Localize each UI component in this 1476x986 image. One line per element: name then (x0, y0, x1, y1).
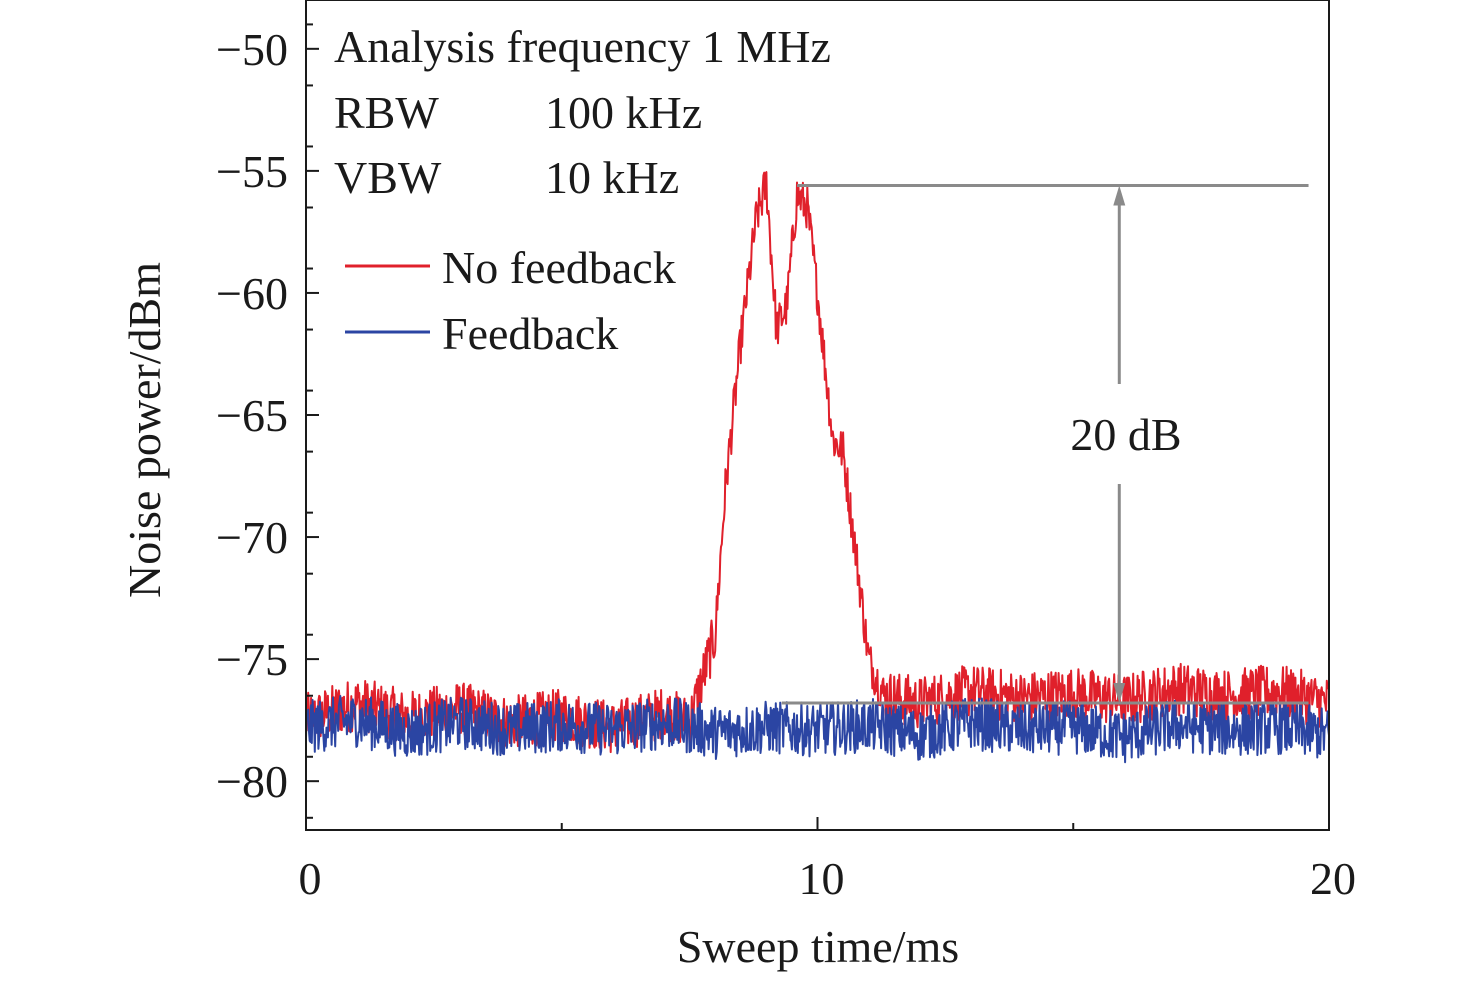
y-axis-label: Noise power/dBm (119, 262, 170, 598)
y-tick-label: −65 (216, 390, 288, 441)
annotation-layer: 20 dB (781, 184, 1309, 705)
y-tick-label: −60 (216, 268, 288, 319)
x-axis-label: Sweep time/ms (677, 921, 959, 972)
y-tick-label: −55 (216, 146, 288, 197)
rbw-value: 100 kHz (545, 87, 702, 138)
series-line-feedback (305, 695, 1330, 764)
series-layer (305, 171, 1330, 764)
difference-label: 20 dB (1070, 409, 1181, 460)
y-tick-label: −50 (216, 24, 288, 75)
legend: No feedback Feedback (345, 242, 676, 359)
x-tick-label: 10 (799, 853, 845, 904)
legend-label-no-feedback: No feedback (442, 242, 676, 293)
vbw-value: 10 kHz (545, 152, 679, 203)
y-tick-label: −75 (216, 634, 288, 685)
y-tick-label: −70 (216, 512, 288, 563)
legend-label-feedback: Feedback (442, 308, 618, 359)
arrow-down-head (1113, 683, 1126, 704)
analysis-frequency-label: Analysis frequency 1 MHz (334, 21, 831, 72)
tick-layer: −50 −55 −60 −65 −70 −75 −800 10 20 (216, 23, 1356, 904)
rbw-label: RBW (334, 87, 439, 138)
series-line-no-feedback (305, 171, 1330, 754)
x-tick-label: 0 (299, 853, 322, 904)
vbw-label: VBW (334, 152, 442, 203)
x-tick-label: 20 (1310, 853, 1356, 904)
y-tick-label: −80 (216, 756, 288, 807)
arrow-up-head (1113, 185, 1126, 206)
